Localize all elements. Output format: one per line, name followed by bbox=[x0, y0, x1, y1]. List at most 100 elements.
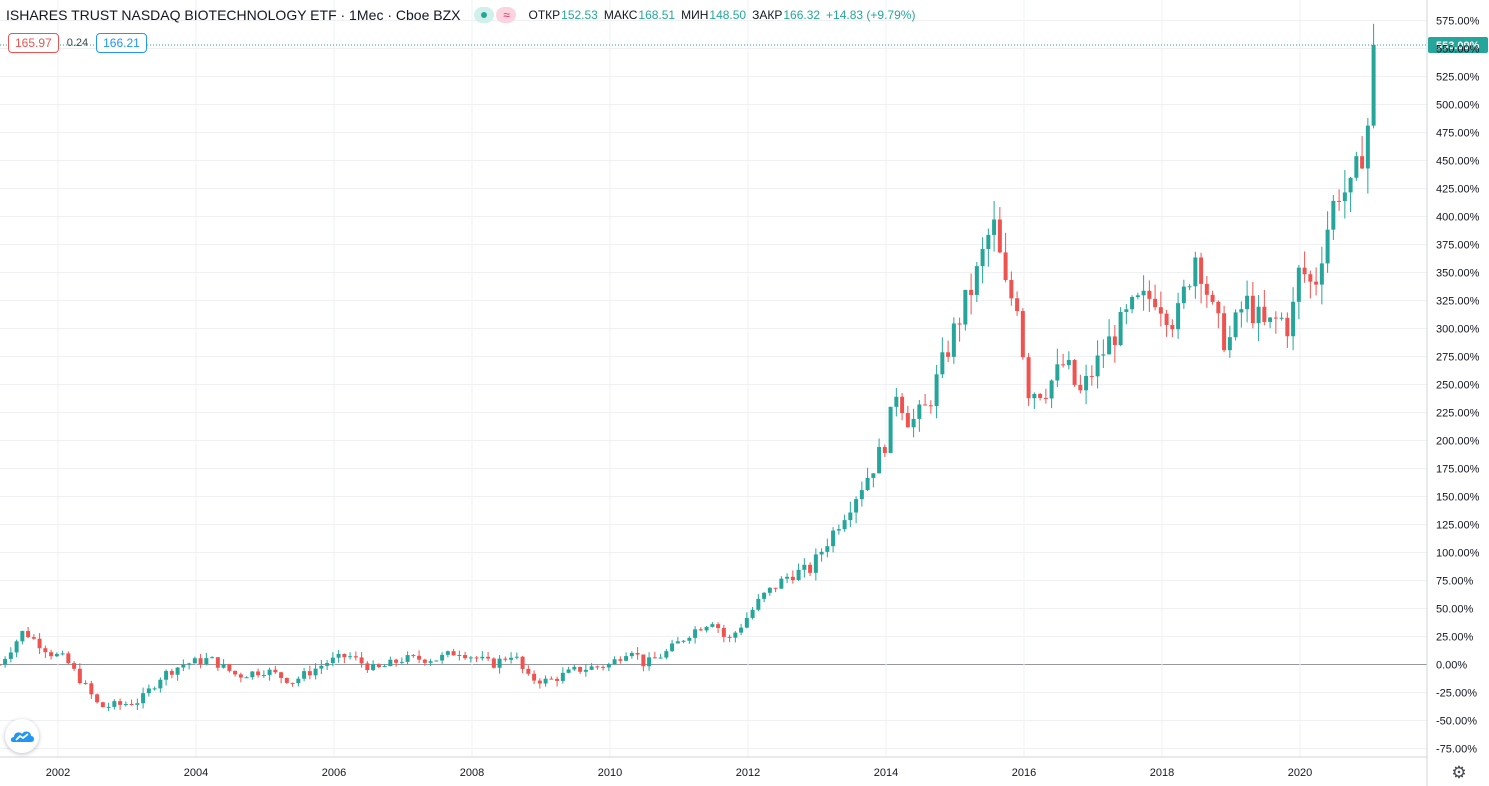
candle-body bbox=[26, 631, 31, 638]
candle-body bbox=[1112, 336, 1117, 346]
y-tick-label: 450.00% bbox=[1436, 156, 1480, 168]
chart-legend: ISHARES TRUST NASDAQ BIOTECHNOLOGY ETF ·… bbox=[6, 7, 915, 23]
candle-body bbox=[693, 629, 698, 638]
buy-price-button[interactable]: 166.21 bbox=[96, 33, 147, 53]
candle-body bbox=[1130, 297, 1135, 310]
sell-price-button[interactable]: 165.97 bbox=[8, 33, 59, 53]
candle-body bbox=[313, 668, 318, 676]
candle-body bbox=[1089, 375, 1094, 377]
x-tick-label: 2004 bbox=[184, 767, 208, 779]
candle-body bbox=[578, 666, 583, 672]
x-tick-label: 2016 bbox=[1012, 767, 1036, 779]
symbol-title[interactable]: ISHARES TRUST NASDAQ BIOTECHNOLOGY ETF ·… bbox=[6, 7, 461, 23]
quote-bar: 165.97 0.24 166.21 bbox=[8, 33, 147, 53]
candle-body bbox=[210, 657, 215, 659]
candle-body bbox=[221, 664, 226, 668]
candle-body bbox=[1262, 306, 1267, 322]
candle-body bbox=[325, 663, 330, 666]
candle-body bbox=[353, 656, 358, 658]
y-tick-label: 525.00% bbox=[1436, 72, 1480, 84]
candle-body bbox=[394, 659, 399, 663]
candle-body bbox=[204, 658, 209, 665]
candle-body bbox=[813, 554, 818, 573]
candle-body bbox=[710, 624, 715, 627]
candle-body bbox=[836, 529, 841, 531]
candle-body bbox=[1210, 294, 1215, 302]
candle-body bbox=[1222, 313, 1227, 351]
candle-body bbox=[118, 701, 123, 705]
candle-body bbox=[589, 666, 594, 670]
candle-body bbox=[566, 669, 571, 673]
candle-body bbox=[302, 671, 307, 679]
candle-body bbox=[716, 624, 721, 628]
low-label: МИН bbox=[681, 8, 709, 22]
candle-body bbox=[497, 658, 502, 668]
y-tick-label: 475.00% bbox=[1436, 128, 1480, 140]
candle-body bbox=[532, 673, 537, 681]
market-status-icon[interactable] bbox=[474, 7, 495, 23]
candle-body bbox=[244, 677, 249, 679]
candle-body bbox=[359, 657, 364, 664]
candle-body bbox=[526, 668, 531, 674]
candle-body bbox=[1250, 295, 1255, 324]
candle-body bbox=[451, 651, 456, 656]
tradingview-logo[interactable] bbox=[5, 719, 39, 753]
gear-icon[interactable]: ⚙ bbox=[1451, 763, 1467, 782]
candle-body bbox=[1365, 125, 1370, 169]
candle-body bbox=[549, 678, 554, 680]
x-axis[interactable]: 2002 2004 2006 2008 2010 2012 2014 2016 2018 2020 bbox=[0, 756, 1427, 779]
compare-wave-icon[interactable]: ≈ bbox=[496, 7, 517, 23]
candle-body bbox=[641, 654, 646, 667]
candle-body bbox=[612, 659, 617, 665]
candlestick-series bbox=[0, 23, 1376, 712]
candle-body bbox=[877, 447, 882, 474]
candle-body bbox=[969, 289, 974, 295]
candle-body bbox=[89, 683, 94, 695]
candle-body bbox=[704, 626, 709, 631]
tradingview-cloud-icon bbox=[10, 731, 34, 742]
candle-body bbox=[1153, 298, 1158, 308]
last-price-badge bbox=[1428, 37, 1488, 54]
candle-body bbox=[1279, 317, 1284, 319]
candle-body bbox=[233, 670, 238, 675]
candle-body bbox=[1268, 317, 1273, 322]
candle-body bbox=[629, 652, 634, 657]
candle-body bbox=[1239, 309, 1244, 313]
candle-body bbox=[319, 665, 324, 669]
candle-body bbox=[445, 651, 450, 655]
candle-body bbox=[992, 219, 997, 235]
candle-body bbox=[14, 641, 19, 653]
candle-body bbox=[365, 663, 370, 671]
candle-body bbox=[463, 655, 468, 659]
x-tick-label: 2006 bbox=[322, 767, 346, 779]
candle-body bbox=[1348, 177, 1353, 193]
x-tick-label: 2008 bbox=[460, 767, 484, 779]
candle-body bbox=[802, 564, 807, 570]
candle-body bbox=[1308, 274, 1313, 282]
candle-body bbox=[152, 688, 157, 690]
candle-body bbox=[1072, 360, 1077, 385]
candle-body bbox=[946, 352, 951, 357]
candle-body bbox=[256, 671, 261, 676]
y-tick-label: 300.00% bbox=[1436, 324, 1480, 336]
y-axis[interactable]: 575.00% 550.00% 525.00% 500.00% 475.00% 450.0… bbox=[1426, 0, 1480, 786]
candle-body bbox=[923, 404, 928, 406]
candle-body bbox=[146, 688, 151, 694]
candle-body bbox=[727, 636, 732, 638]
candle-body bbox=[1273, 317, 1278, 319]
candle-body bbox=[1181, 286, 1186, 304]
candle-body bbox=[60, 653, 65, 655]
candle-body bbox=[123, 704, 128, 706]
candle-body bbox=[865, 477, 870, 491]
candle-body bbox=[974, 266, 979, 295]
candle-body bbox=[951, 323, 956, 357]
candle-body bbox=[1164, 313, 1169, 326]
candle-body bbox=[514, 656, 519, 658]
candle-body bbox=[859, 490, 864, 500]
candle-body bbox=[601, 666, 606, 668]
candle-body bbox=[652, 657, 657, 659]
candle-body bbox=[279, 672, 284, 678]
candle-body bbox=[917, 404, 922, 419]
candle-body bbox=[831, 530, 836, 547]
